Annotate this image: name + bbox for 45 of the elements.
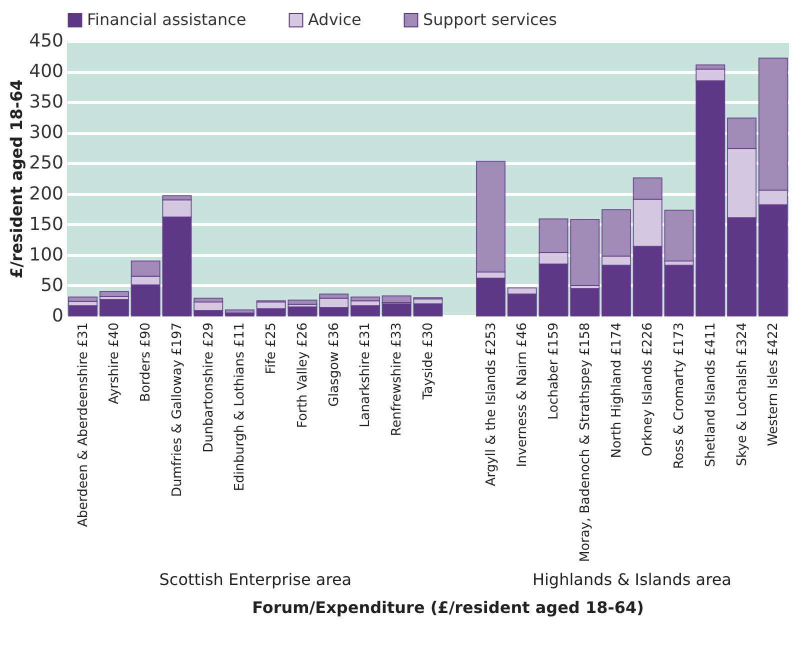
x-axis-title: Forum/Expenditure (£/resident aged 18-64)	[252, 598, 644, 617]
bar	[68, 305, 98, 316]
x-tick-label: Argyll & the Islands £253	[484, 322, 499, 486]
y-tick-label: 350	[29, 92, 64, 113]
y-tick-label: 200	[29, 183, 64, 204]
y-tick-label: 50	[40, 274, 64, 296]
y-tick-label: 100	[29, 244, 64, 266]
legend-label: Support services	[423, 10, 557, 30]
x-tick-label: Tayside £30	[421, 322, 436, 401]
y-tick-label: 250	[29, 152, 64, 174]
x-tick-label: Fife £25	[264, 322, 280, 374]
y-tick-label: 300	[29, 122, 64, 144]
y-axis-title: £/resident aged 18-64	[7, 80, 26, 278]
y-tick-label: 450	[29, 30, 64, 52]
x-tick-label: Skye & Lochalsh £324	[734, 322, 750, 466]
x-tick-label: Forth Valley £26	[295, 322, 310, 428]
x-tick-label: Ross & Cromarty £173	[672, 322, 688, 469]
x-tick-label: Dunbartonshire £29	[201, 322, 216, 452]
y-tick-label: 400	[29, 61, 64, 82]
bar	[99, 299, 129, 316]
bar	[68, 296, 98, 302]
x-tick-label: Edinburgh & Lothians £11	[232, 322, 248, 492]
bar	[224, 309, 255, 314]
y-tick-label: 150	[29, 214, 64, 235]
x-tick-label: Borders £90	[138, 322, 154, 402]
x-tick-label: Western Isles £422	[766, 322, 782, 446]
text: Highlands & Islands area	[532, 570, 732, 589]
legend-label: Advice	[308, 10, 362, 30]
y-tick-label: 0	[52, 306, 64, 326]
x-tick-label: Ayrshire £40	[107, 322, 122, 404]
bar	[99, 291, 129, 297]
x-tick-label: Inverness & Nairn £46	[515, 322, 530, 468]
x-tick-label: Glasgow £36	[326, 322, 342, 407]
legend-label: Financial assistance	[87, 10, 246, 30]
x-tick-label: Lanarkshire £31	[358, 322, 374, 428]
x-tick-label: North Highland £174	[609, 322, 624, 458]
x-tick-label: Renfrewshire £33	[390, 322, 405, 436]
x-tick-label: Shetland Islands £411	[703, 322, 718, 467]
text: Scottish Enterprise area	[159, 570, 352, 589]
x-tick-label: Orkney Islands £226	[640, 322, 656, 456]
x-tick-label: Moray, Badenoch & Strathspey £158	[578, 322, 593, 562]
x-tick-label: Aberdeen & Aberdeenshire £31	[76, 322, 91, 528]
x-tick-label: Lochaber £159	[546, 322, 562, 420]
bar	[350, 305, 380, 316]
x-tick-label: Dumfries & Galloway £197	[170, 322, 185, 497]
